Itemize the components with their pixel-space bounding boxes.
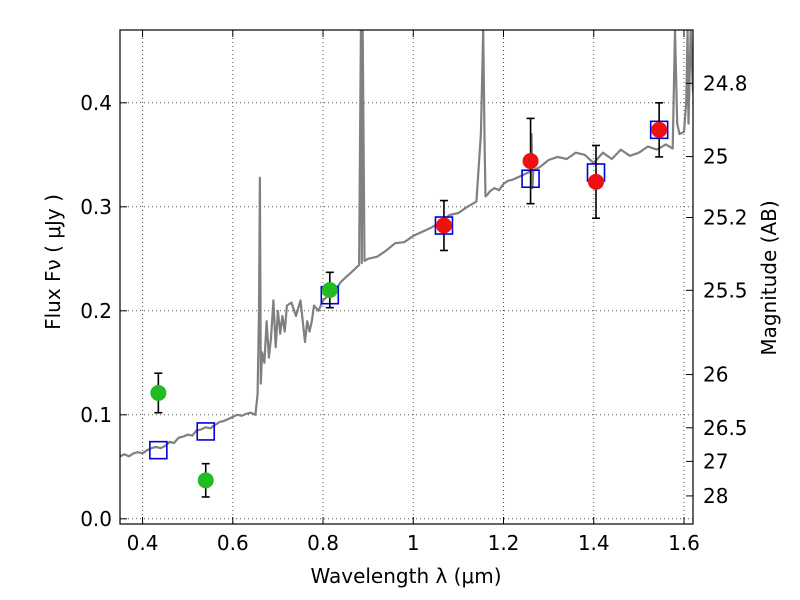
right-axis-title: Magnitude (AB) [757,200,781,355]
x-tick-label: 0.4 [127,531,159,555]
magnitude-tick-label: 26 [703,363,728,387]
observed-photometry-point [435,217,452,234]
x-tick-label: 1.6 [668,531,700,555]
magnitude-tick-label: 25 [703,145,728,169]
ticks: 0.4 0.6 0.8 1 1.2 1.4 1.6 0.0 0.1 0.2 0.3 0.4 24.8 25… [80,30,748,555]
y-tick-label: 0.4 [80,91,112,115]
y-tick-label: 0.0 [80,507,112,531]
x-tick-label: 1.4 [578,531,610,555]
y-tick-label: 0.1 [80,403,112,427]
observed-photometry-point [587,173,604,190]
observed-photometry-point [522,153,539,170]
magnitude-tick-label: 24.8 [703,71,748,95]
y-axis-title: Flux Fν ( μJy ) [41,194,65,330]
magnitude-tick-label: 25.2 [703,206,748,230]
y-tick-label: 0.2 [80,299,112,323]
observed-photometry-point [197,472,214,489]
x-tick-label: 0.6 [217,531,249,555]
points-layer [149,102,669,498]
x-tick-label: 0.8 [307,531,339,555]
x-tick-label: 1.2 [488,531,520,555]
model-photometry-square [196,422,216,441]
magnitude-tick-label: 27 [703,449,728,473]
y-tick-label: 0.3 [80,195,112,219]
spectrum-layer [120,30,693,458]
magnitude-tick-label: 28 [703,484,728,508]
x-tick-label: 1 [407,531,420,555]
observed-photometry-point [150,384,167,401]
spectrum-line [120,30,693,458]
magnitude-tick-label: 25.5 [703,278,748,302]
magnitude-tick-label: 26.5 [703,416,748,440]
x-axis-title: Wavelength λ (μm) [310,564,501,588]
observed-photometry-point [651,121,668,138]
model-photometry-square [149,440,168,460]
plot-frame [119,29,694,525]
observed-photometry-point [321,282,338,298]
